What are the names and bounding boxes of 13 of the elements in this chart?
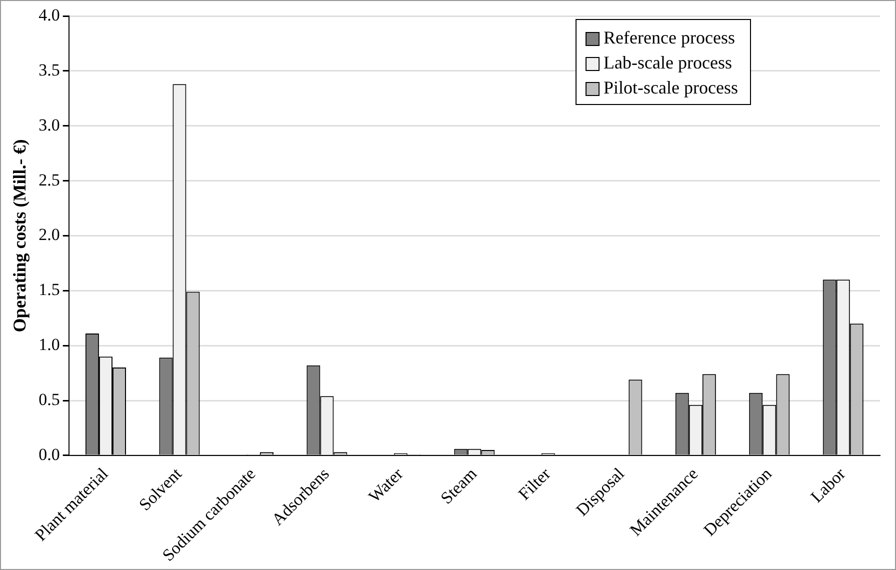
y-tick-label: 1.0 [38, 335, 60, 354]
y-tick-label: 0.5 [38, 390, 60, 409]
y-tick-label: 2.0 [38, 225, 60, 244]
legend-label: Pilot-scale process [604, 78, 738, 98]
y-tick-label: 3.0 [38, 115, 60, 134]
y-tick-label: 4.0 [38, 5, 60, 24]
y-axis-title: Operating costs (Mill.- €) [9, 139, 30, 332]
y-tick-label: 0.0 [38, 444, 60, 464]
y-tick-label: 2.5 [38, 170, 60, 190]
legend-label: Reference process [604, 28, 735, 48]
y-tick-label: 1.5 [38, 280, 60, 300]
y-tick-label: 3.5 [38, 60, 60, 80]
legend-label: Lab-scale process [604, 52, 732, 73]
